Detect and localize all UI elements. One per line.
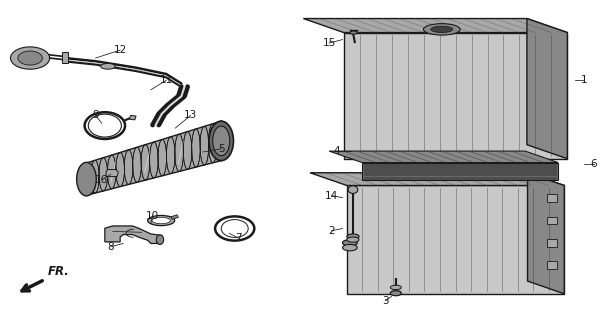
- Polygon shape: [329, 151, 558, 163]
- Polygon shape: [546, 239, 557, 247]
- Ellipse shape: [424, 24, 460, 35]
- Text: 11: 11: [160, 75, 173, 85]
- Ellipse shape: [347, 234, 359, 239]
- Polygon shape: [310, 173, 564, 186]
- Text: 12: 12: [114, 45, 126, 55]
- Ellipse shape: [101, 63, 115, 69]
- Text: FR.: FR.: [48, 265, 69, 278]
- Polygon shape: [527, 19, 567, 159]
- Ellipse shape: [18, 51, 42, 65]
- Polygon shape: [546, 217, 557, 224]
- Ellipse shape: [391, 285, 402, 290]
- Text: 16: 16: [95, 175, 109, 185]
- Polygon shape: [546, 261, 557, 269]
- Ellipse shape: [347, 237, 359, 242]
- Polygon shape: [87, 121, 221, 195]
- Text: 3: 3: [382, 296, 389, 306]
- Text: 13: 13: [184, 110, 197, 120]
- Text: 9: 9: [92, 110, 99, 120]
- Ellipse shape: [350, 31, 357, 34]
- Ellipse shape: [431, 26, 453, 33]
- Polygon shape: [105, 226, 162, 244]
- Ellipse shape: [391, 291, 402, 296]
- Text: 8: 8: [107, 242, 114, 252]
- Ellipse shape: [77, 162, 96, 196]
- Ellipse shape: [348, 186, 358, 194]
- Ellipse shape: [152, 217, 171, 224]
- Text: 1: 1: [581, 75, 587, 85]
- Ellipse shape: [157, 235, 164, 244]
- Polygon shape: [347, 186, 564, 294]
- Ellipse shape: [212, 126, 230, 156]
- Ellipse shape: [209, 121, 233, 161]
- Text: 10: 10: [146, 211, 159, 221]
- Ellipse shape: [343, 244, 357, 251]
- Polygon shape: [362, 163, 558, 180]
- Polygon shape: [546, 195, 557, 202]
- Text: 5: 5: [218, 144, 225, 154]
- Text: 7: 7: [235, 233, 242, 243]
- Text: 14: 14: [325, 191, 338, 201]
- Ellipse shape: [10, 47, 50, 69]
- Polygon shape: [130, 116, 136, 120]
- Text: 6: 6: [591, 159, 597, 169]
- Text: 15: 15: [322, 38, 336, 48]
- Polygon shape: [303, 19, 567, 33]
- Text: 2: 2: [328, 226, 335, 236]
- Ellipse shape: [148, 215, 174, 226]
- Text: 4: 4: [333, 146, 340, 156]
- Polygon shape: [171, 215, 178, 219]
- Polygon shape: [527, 173, 564, 294]
- Ellipse shape: [343, 240, 357, 246]
- Polygon shape: [344, 33, 567, 159]
- Polygon shape: [62, 52, 68, 63]
- Polygon shape: [106, 170, 119, 177]
